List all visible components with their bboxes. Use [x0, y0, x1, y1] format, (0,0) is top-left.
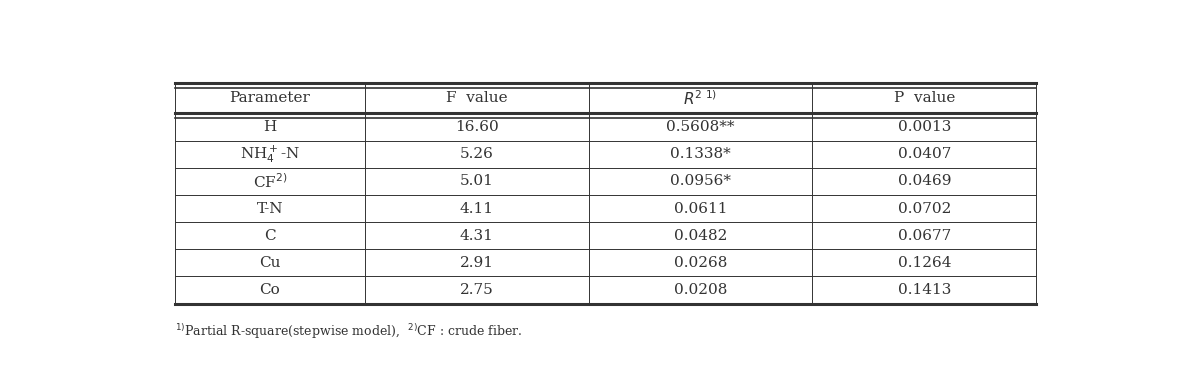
Text: 0.0956*: 0.0956*	[670, 174, 730, 189]
Text: NH$_4^+$-N: NH$_4^+$-N	[240, 143, 300, 165]
Text: 0.1264: 0.1264	[897, 256, 952, 270]
Text: 2.75: 2.75	[460, 283, 494, 297]
Text: F  value: F value	[446, 91, 507, 105]
Text: Cu: Cu	[259, 256, 280, 270]
Text: 2.91: 2.91	[460, 256, 494, 270]
Text: 0.0268: 0.0268	[674, 256, 727, 270]
Text: CF$^{2)}$: CF$^{2)}$	[253, 172, 287, 191]
Text: 0.0482: 0.0482	[674, 229, 727, 243]
Text: H: H	[264, 120, 277, 134]
Text: 0.1413: 0.1413	[897, 283, 952, 297]
Text: 4.31: 4.31	[460, 229, 494, 243]
Text: $R^{2\ 1)}$: $R^{2\ 1)}$	[683, 89, 717, 108]
Text: 0.0407: 0.0407	[897, 147, 952, 161]
Text: Co: Co	[260, 283, 280, 297]
Text: 0.1338*: 0.1338*	[670, 147, 730, 161]
Text: C: C	[264, 229, 275, 243]
Text: 0.0611: 0.0611	[674, 201, 727, 216]
Text: Parameter: Parameter	[229, 91, 311, 105]
Text: T-N: T-N	[256, 201, 284, 216]
Text: $^{1)}$Partial R-square(stepwise model),  $^{2)}$CF : crude fiber.: $^{1)}$Partial R-square(stepwise model),…	[175, 322, 522, 341]
Text: 0.0013: 0.0013	[897, 120, 952, 134]
Text: 5.01: 5.01	[460, 174, 494, 189]
Text: 0.5608**: 0.5608**	[667, 120, 735, 134]
Text: 4.11: 4.11	[460, 201, 494, 216]
Text: 5.26: 5.26	[460, 147, 494, 161]
Text: 0.0702: 0.0702	[897, 201, 952, 216]
Text: 0.0208: 0.0208	[674, 283, 727, 297]
Text: 0.0677: 0.0677	[898, 229, 952, 243]
Text: P  value: P value	[894, 91, 955, 105]
Text: 0.0469: 0.0469	[897, 174, 952, 189]
Text: 16.60: 16.60	[455, 120, 499, 134]
